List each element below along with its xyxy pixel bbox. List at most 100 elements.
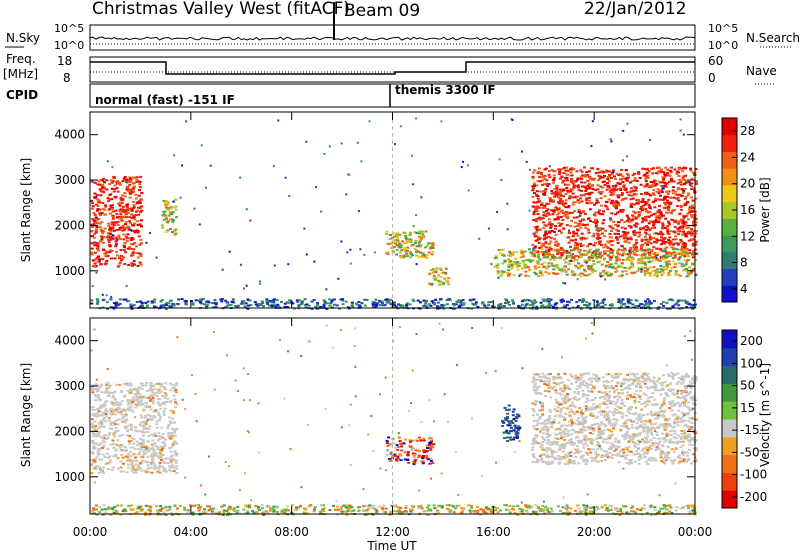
range-cell: [653, 179, 656, 181]
range-cell: [652, 184, 655, 186]
range-cell: [644, 192, 647, 194]
range-cell: [90, 303, 93, 305]
range-cell: [644, 174, 647, 176]
range-cell: [152, 462, 155, 464]
range-cell: [534, 268, 537, 270]
range-cell: [173, 206, 176, 208]
range-cell: [135, 197, 138, 199]
range-cell: [548, 176, 551, 178]
range-cell: [91, 440, 94, 442]
range-cell: [385, 298, 388, 300]
range-cell: [606, 261, 609, 263]
range-cell: [690, 214, 693, 216]
range-cell: [91, 464, 94, 466]
range-cell: [555, 234, 558, 236]
range-cell: [110, 208, 113, 210]
range-cell: [140, 383, 143, 385]
range-cell: [511, 266, 514, 268]
range-cell: [154, 466, 157, 468]
range-cell: [650, 302, 653, 304]
range-cell: [165, 471, 168, 473]
range-cell: [644, 274, 647, 276]
range-cell: [553, 196, 556, 198]
range-cell: [529, 210, 531, 212]
range-cell: [572, 235, 575, 237]
range-cell: [685, 196, 688, 198]
range-cell: [126, 240, 129, 242]
range-cell: [556, 265, 559, 267]
range-cell: [414, 242, 417, 244]
range-cell: [619, 188, 622, 190]
range-cell: [94, 399, 97, 401]
range-cell: [655, 183, 658, 185]
range-cell: [686, 201, 689, 203]
range-cell: [497, 270, 500, 272]
range-cell: [549, 259, 552, 261]
range-cell: [173, 395, 176, 397]
range-cell: [666, 196, 669, 198]
range-cell: [599, 272, 602, 274]
range-cell: [663, 202, 666, 204]
range-cell: [246, 285, 248, 287]
range-cell: [141, 385, 144, 387]
range-cell: [132, 443, 135, 445]
range-cell: [125, 449, 128, 451]
range-cell: [106, 453, 109, 455]
range-cell: [660, 303, 663, 305]
range-cell: [115, 243, 118, 245]
range-cell: [421, 233, 424, 235]
range-cell: [137, 392, 140, 394]
range-cell: [582, 253, 585, 255]
range-cell: [172, 387, 175, 389]
range-cell: [655, 460, 658, 462]
range-cell: [640, 193, 643, 195]
range-cell: [517, 425, 520, 427]
range-cell: [96, 443, 99, 445]
range-cell: [504, 407, 507, 409]
date-label: 22/Jan/2012: [584, 0, 687, 19]
range-cell: [102, 454, 105, 456]
range-cell: [103, 209, 106, 211]
range-cell: [119, 211, 122, 213]
range-cell: [434, 268, 437, 270]
range-cell: [588, 170, 591, 172]
range-cell: [422, 300, 425, 302]
range-cell: [508, 409, 511, 411]
range-cell: [653, 206, 656, 208]
range-cell: [647, 459, 650, 461]
range-cell: [568, 230, 570, 232]
range-cell: [515, 420, 518, 422]
range-cell: [630, 227, 633, 229]
range-cell: [172, 212, 175, 214]
range-cell: [398, 243, 401, 245]
range-cell: [169, 422, 172, 424]
range-cell: [139, 176, 142, 178]
range-cell: [158, 446, 161, 448]
range-cell: [124, 251, 127, 253]
range-cell: [167, 220, 170, 222]
range-cell: [506, 203, 508, 205]
range-cell: [126, 203, 129, 205]
range-cell: [577, 199, 580, 201]
range-cell: [94, 182, 97, 184]
range-cell: [424, 246, 427, 248]
range-cell: [599, 252, 602, 254]
range-cell: [164, 395, 167, 397]
range-cell: [560, 299, 563, 301]
range-cell: [135, 245, 138, 247]
range-cell: [95, 258, 98, 260]
range-cell: [567, 256, 570, 258]
range-cell: [90, 230, 93, 232]
range-cell: [543, 266, 546, 268]
range-cell: [407, 454, 410, 456]
range-cell: [111, 421, 114, 423]
range-cell: [395, 459, 398, 461]
range-cell: [117, 221, 120, 223]
range-cell: [597, 304, 600, 306]
range-cell: [399, 443, 402, 445]
range-cell: [106, 462, 109, 464]
range-cell: [108, 427, 111, 429]
range-cell: [621, 175, 624, 177]
range-cell: [630, 195, 633, 197]
range-cell: [560, 301, 563, 303]
